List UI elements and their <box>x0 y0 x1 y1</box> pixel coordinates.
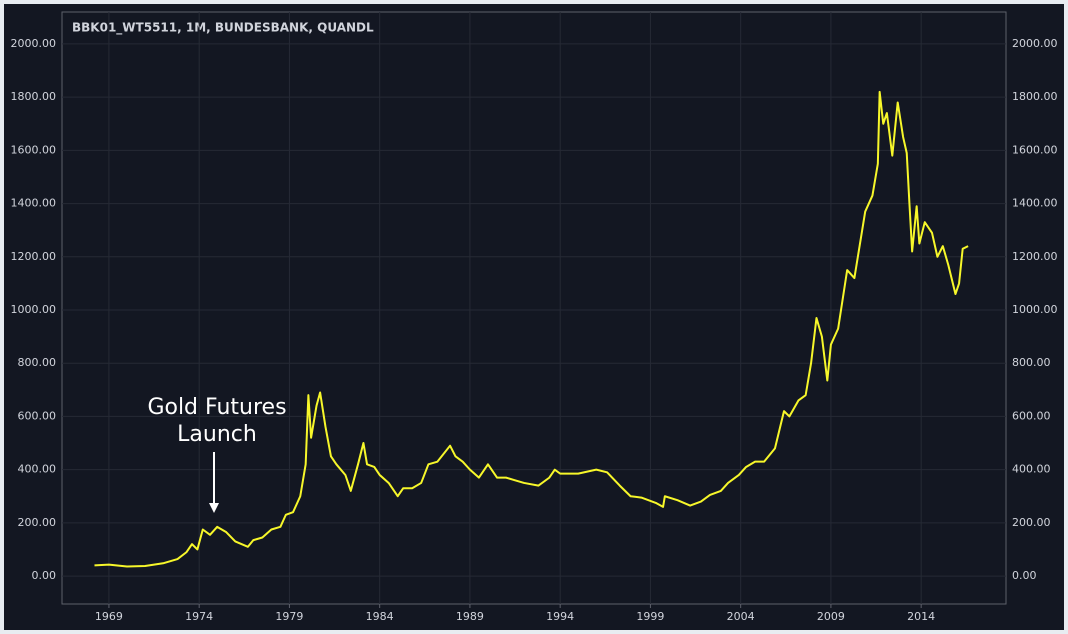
y-tick-label: 1800.00 <box>11 90 57 103</box>
x-tick-label: 1989 <box>456 610 484 623</box>
y-tick-label-right: 800.00 <box>1012 356 1051 369</box>
y-tick-label-right: 400.00 <box>1012 463 1051 476</box>
x-tick-label: 1969 <box>95 610 123 623</box>
y-tick-label-right: 600.00 <box>1012 409 1051 422</box>
chart: BBK01_WT5511, 1M, BUNDESBANK, QUANDL 0.0… <box>11 11 1058 623</box>
y-tick-label-right: 200.00 <box>1012 516 1051 529</box>
price-line <box>94 90 969 568</box>
chart-title: BBK01_WT5511, 1M, BUNDESBANK, QUANDL <box>72 21 374 36</box>
y-tick-label-right: 2000.00 <box>1012 37 1058 50</box>
y-tick-label: 1000.00 <box>11 303 57 316</box>
y-tick-label: 1600.00 <box>11 143 57 156</box>
y-tick-label: 0.00 <box>32 569 57 582</box>
y-tick-label-right: 0.00 <box>1012 569 1037 582</box>
y-tick-label: 600.00 <box>18 409 57 422</box>
y-tick-label: 200.00 <box>18 516 57 529</box>
plot-frame <box>61 11 1007 605</box>
y-tick-label: 400.00 <box>18 463 57 476</box>
x-tick-label: 2014 <box>907 610 935 623</box>
x-tick-label: 2009 <box>817 610 845 623</box>
y-tick-label-right: 1600.00 <box>1012 143 1058 156</box>
y-tick-label: 800.00 <box>18 356 57 369</box>
x-tick-label: 1984 <box>366 610 394 623</box>
x-tick-label: 2004 <box>727 610 755 623</box>
x-tick-label: 1999 <box>636 610 664 623</box>
y-tick-label-right: 1400.00 <box>1012 197 1058 210</box>
y-tick-label: 1200.00 <box>11 250 57 263</box>
x-tick-label: 1974 <box>185 610 213 623</box>
x-tick-label: 1979 <box>275 610 303 623</box>
y-tick-label-right: 1000.00 <box>1012 303 1058 316</box>
chart-panel: BBK01_WT5511, 1M, BUNDESBANK, QUANDL 0.0… <box>4 4 1064 630</box>
y-tick-label-right: 1200.00 <box>1012 250 1058 263</box>
y-tick-label-right: 1800.00 <box>1012 90 1058 103</box>
x-tick-label: 1994 <box>546 610 574 623</box>
y-tick-label: 1400.00 <box>11 197 57 210</box>
annotation: Gold Futures Launch <box>147 395 287 447</box>
y-tick-label: 2000.00 <box>11 37 57 50</box>
